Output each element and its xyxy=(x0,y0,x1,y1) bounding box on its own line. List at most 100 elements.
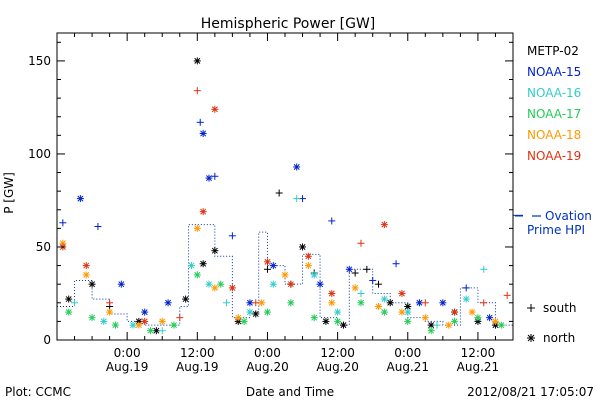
data-point-north xyxy=(170,321,178,329)
data-point-south xyxy=(363,265,371,273)
data-point-north xyxy=(193,224,201,232)
data-point-north xyxy=(211,247,219,255)
x-tick-time-label: 12:00 xyxy=(320,346,355,360)
data-point-south xyxy=(480,299,488,307)
data-point-north xyxy=(141,308,149,316)
data-point-south xyxy=(421,299,429,307)
x-tick-date-label: Aug.20 xyxy=(246,360,289,374)
data-point-north xyxy=(380,308,388,316)
data-point-south xyxy=(176,314,184,322)
data-point-north xyxy=(269,262,277,270)
data-point-north xyxy=(316,280,324,288)
data-point-north xyxy=(345,265,353,273)
data-point-north xyxy=(380,295,388,303)
data-point-north xyxy=(351,284,359,292)
data-point-north xyxy=(415,299,423,307)
marker-legend: south north xyxy=(527,301,577,345)
plot-frame xyxy=(56,32,514,341)
timestamp: 2012/08/21 17:05:07 xyxy=(467,385,594,399)
x-axis-label: Date and Time xyxy=(246,385,334,399)
data-point-north xyxy=(427,327,435,335)
data-point-south xyxy=(351,269,359,277)
data-point-north xyxy=(486,314,494,322)
data-point-north xyxy=(334,308,342,316)
data-point-south xyxy=(357,239,365,247)
south-label: south xyxy=(543,301,577,315)
legend-entry: NOAA-16 xyxy=(527,86,581,100)
data-point-south xyxy=(275,189,283,197)
legend-entry: METP-02 xyxy=(527,44,579,58)
y-tick-label: 150 xyxy=(28,54,51,68)
x-tick-date-label: Aug.21 xyxy=(457,360,500,374)
data-point-north xyxy=(421,314,429,322)
data-point-north xyxy=(246,299,254,307)
data-point-south xyxy=(357,289,365,297)
y-axis-label: P [GW] xyxy=(2,172,16,214)
data-point-north xyxy=(328,299,336,307)
data-point-north xyxy=(135,321,143,329)
data-point-north xyxy=(322,317,330,325)
legend-entry: NOAA-15 xyxy=(527,65,581,79)
data-point-north xyxy=(76,195,84,203)
y-axis: 0 50 100 150 xyxy=(28,41,513,347)
data-point-south xyxy=(503,291,511,299)
data-point-north xyxy=(439,299,447,307)
data-point-south xyxy=(433,321,441,329)
data-point-north xyxy=(491,317,499,325)
data-point-south xyxy=(299,195,307,203)
data-point-north xyxy=(82,262,90,270)
data-point-north xyxy=(269,280,277,288)
data-point-south xyxy=(94,223,102,231)
data-point-south xyxy=(392,260,400,268)
data-point-south xyxy=(158,327,166,335)
data-point-north xyxy=(468,308,476,316)
x-tick-time-label: 12:00 xyxy=(461,346,496,360)
data-point-north xyxy=(217,280,225,288)
data-point-north xyxy=(211,105,219,113)
data-point-north xyxy=(147,327,155,335)
data-point-south xyxy=(328,217,336,225)
data-point-north xyxy=(451,317,459,325)
data-point-south xyxy=(375,280,383,288)
data-point-north xyxy=(386,299,394,307)
data-point-south xyxy=(369,276,377,284)
data-point-north xyxy=(339,321,347,329)
data-point-north xyxy=(263,308,271,316)
data-point-north xyxy=(234,314,242,322)
ovation-hpi-layer xyxy=(57,214,523,326)
y-tick-label: 0 xyxy=(43,333,51,347)
ovation-legend: Ovation Prime HPI xyxy=(515,209,592,237)
data-point-north xyxy=(287,280,295,288)
data-point-north xyxy=(129,321,137,329)
data-point-south xyxy=(263,265,271,273)
data-point-north xyxy=(205,280,213,288)
data-point-north xyxy=(263,258,271,266)
plot-credit: Plot: CCMC xyxy=(5,385,71,399)
y-tick-label: 100 xyxy=(28,147,51,161)
data-point-north xyxy=(182,295,190,303)
data-point-north xyxy=(299,243,307,251)
chart-title: Hemispheric Power [GW] xyxy=(201,16,376,32)
data-point-north xyxy=(474,314,482,322)
data-point-south xyxy=(193,87,201,95)
data-point-north xyxy=(287,299,295,307)
data-point-north xyxy=(398,289,406,297)
data-point-north xyxy=(375,303,383,311)
data-point-north xyxy=(205,174,213,182)
data-point-north xyxy=(404,308,412,316)
data-point-south xyxy=(252,299,260,307)
data-point-south xyxy=(71,299,79,307)
data-point-north xyxy=(398,308,406,316)
x-tick-date-label: Aug.19 xyxy=(176,360,219,374)
data-point-north xyxy=(357,299,365,307)
data-point-north xyxy=(334,317,342,325)
legend: METP-02 NOAA-15 NOAA-16 NOAA-17 NOAA-18 NOAA-… xyxy=(527,44,581,163)
data-point-north xyxy=(304,252,312,260)
data-point-north xyxy=(82,271,90,279)
data-point-north xyxy=(228,284,236,292)
ovation-label-line1: Ovation xyxy=(545,209,592,223)
y-tick-label: 50 xyxy=(36,240,51,254)
data-point-north xyxy=(199,260,207,268)
data-point-north xyxy=(164,299,172,307)
